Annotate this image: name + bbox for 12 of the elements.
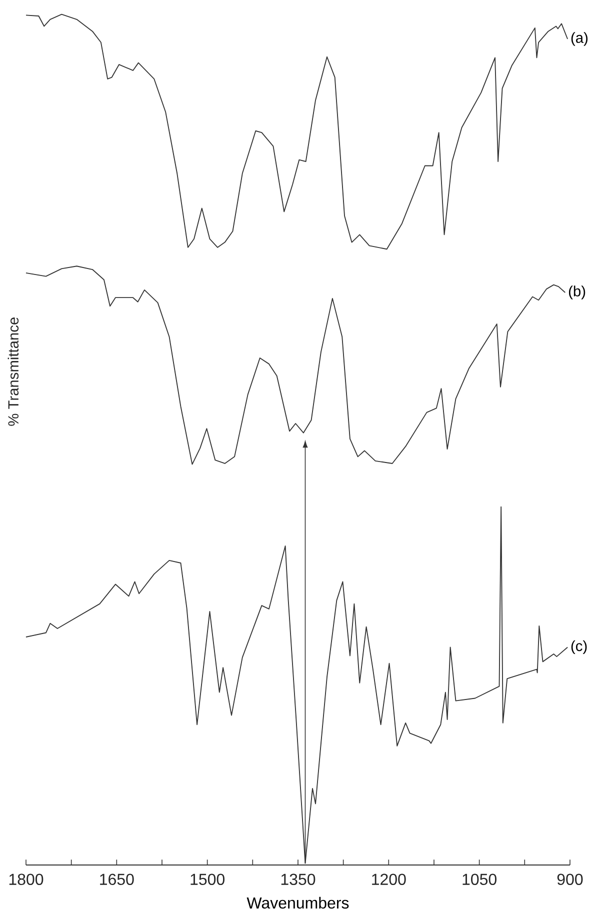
series-label: (a): [571, 32, 588, 46]
x-axis-title: Wavenumbers: [246, 896, 349, 909]
x-tick-label: 1050: [462, 874, 496, 886]
x-tick-label: 1500: [190, 874, 224, 886]
series-label: (c): [571, 640, 587, 654]
y-axis-title: % Transmittance: [8, 318, 19, 426]
x-tick-label: 1350: [281, 874, 316, 886]
x-tick-label: 1650: [100, 874, 134, 886]
x-tick-label: 1200: [372, 874, 406, 886]
x-tick-label: 1800: [9, 874, 44, 886]
x-tick-label: 900: [557, 874, 583, 886]
series-label: (b): [568, 286, 586, 300]
